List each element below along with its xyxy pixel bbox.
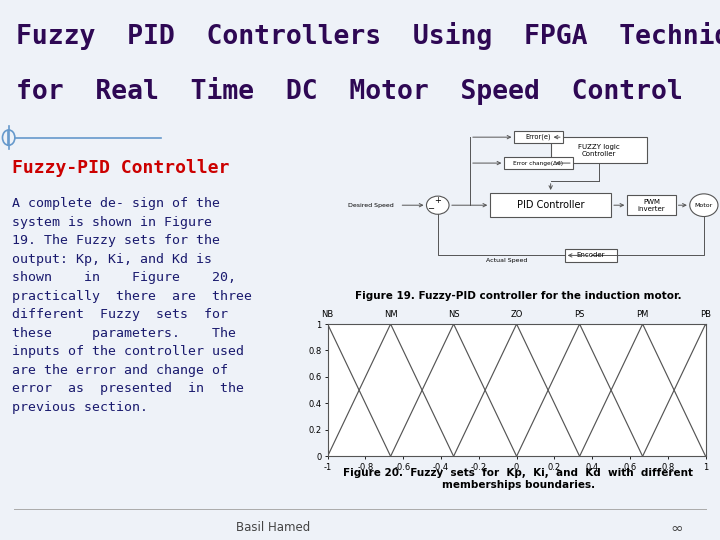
Text: FUZZY logic
Controller: FUZZY logic Controller	[578, 144, 620, 157]
Text: PWM
inverter: PWM inverter	[638, 199, 665, 212]
Text: Error change(Δe): Error change(Δe)	[513, 160, 564, 166]
Text: NM: NM	[384, 310, 397, 319]
Text: Actual Speed: Actual Speed	[485, 259, 527, 264]
Text: A complete de- sign of the
system is shown in Figure
19. The Fuzzy sets for the
: A complete de- sign of the system is sho…	[12, 197, 253, 414]
Circle shape	[690, 194, 718, 217]
Text: Fuzzy  PID  Controllers  Using  FPGA  Technique: Fuzzy PID Controllers Using FPGA Techniq…	[16, 22, 720, 50]
Text: PS: PS	[575, 310, 585, 319]
Text: Desired Speed: Desired Speed	[348, 202, 394, 208]
Text: +: +	[434, 196, 441, 205]
Text: Error(e): Error(e)	[526, 134, 552, 140]
Text: ∞: ∞	[670, 521, 683, 536]
Text: NB: NB	[321, 310, 334, 319]
FancyBboxPatch shape	[564, 249, 617, 262]
Text: ZO: ZO	[510, 310, 523, 319]
Text: Figure 19. Fuzzy-PID controller for the induction motor.: Figure 19. Fuzzy-PID controller for the …	[355, 291, 682, 301]
Text: Fuzzy-PID Controller: Fuzzy-PID Controller	[12, 159, 230, 177]
Text: Motor: Motor	[695, 202, 713, 208]
Circle shape	[426, 196, 449, 214]
FancyBboxPatch shape	[504, 157, 573, 168]
Text: −: −	[427, 205, 434, 214]
Text: PB: PB	[700, 310, 711, 319]
FancyBboxPatch shape	[514, 131, 563, 143]
Text: Basil Hamed: Basil Hamed	[236, 521, 311, 534]
FancyBboxPatch shape	[551, 137, 647, 163]
Text: PM: PM	[636, 310, 649, 319]
FancyBboxPatch shape	[490, 193, 611, 217]
Text: for  Real  Time  DC  Motor  Speed  Control: for Real Time DC Motor Speed Control	[16, 77, 683, 105]
Text: Figure 20.  Fuzzy  sets  for  Kp,  Ki,  and  Kd  with  different
memberships bou: Figure 20. Fuzzy sets for Kp, Ki, and Kd…	[343, 468, 693, 490]
FancyBboxPatch shape	[627, 195, 675, 215]
Text: Encoder: Encoder	[577, 252, 606, 259]
Text: NS: NS	[448, 310, 459, 319]
Text: PID Controller: PID Controller	[517, 200, 585, 210]
